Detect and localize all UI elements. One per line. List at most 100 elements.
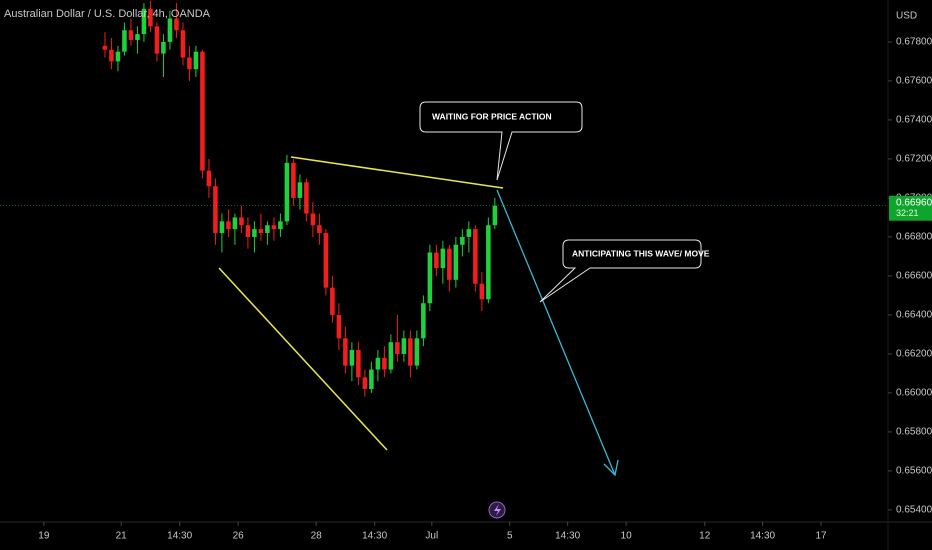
candle-body — [245, 225, 251, 237]
y-tick-label: 0.66200 — [896, 349, 932, 360]
countdown: 32:21 — [896, 208, 919, 218]
candle-body — [304, 182, 309, 214]
candle-body — [362, 377, 368, 390]
currency: USD — [896, 11, 917, 22]
candle-body — [401, 338, 407, 354]
candle-body — [226, 221, 231, 230]
candle-body — [148, 8, 153, 27]
candle-body — [486, 225, 491, 300]
lightning — [494, 504, 501, 516]
x-tick-label: 12 — [699, 531, 711, 542]
trendline — [290, 156, 504, 189]
candle-body — [258, 229, 264, 234]
candle-body — [239, 217, 244, 226]
candle-body — [349, 350, 355, 366]
candle-body — [343, 338, 348, 366]
candle-body — [369, 369, 374, 390]
candle-body — [141, 8, 147, 35]
candle-body — [200, 51, 205, 171]
candle-body — [154, 26, 160, 54]
candle-body — [174, 18, 179, 31]
candle-body — [440, 248, 446, 269]
candle-body — [278, 221, 283, 230]
candle-body — [375, 357, 381, 370]
x-tick-label: 14:30 — [167, 531, 192, 542]
y-tick-label: 0.65400 — [896, 505, 932, 516]
candle-body — [187, 57, 192, 70]
y-tick-label: 0.67200 — [896, 154, 932, 165]
trendline — [218, 267, 388, 451]
x-tick-label: 26 — [233, 531, 245, 542]
x-tick-label: 17 — [816, 531, 828, 542]
candle-body — [323, 233, 329, 288]
y-tick-label: 0.66400 — [896, 310, 932, 321]
candle-body — [466, 229, 472, 237]
y-tick-label: 0.67400 — [896, 115, 932, 126]
x-tick-label: 28 — [311, 531, 323, 542]
y-tick-label: 0.65800 — [896, 427, 932, 438]
candle-body — [265, 225, 270, 234]
candle-body — [167, 18, 173, 42]
x-tick-label: 14:30 — [362, 531, 387, 542]
candle-body — [128, 30, 134, 40]
candle-body — [206, 170, 212, 187]
candle-body — [388, 342, 394, 370]
candle-body — [219, 221, 225, 234]
candle-body — [336, 314, 342, 339]
candle-body — [460, 236, 465, 245]
candle-body — [122, 30, 127, 52]
candle-body — [213, 186, 218, 234]
candle-body — [232, 217, 238, 230]
candle-body — [479, 283, 485, 300]
candle-body — [180, 30, 186, 58]
last-price-box — [889, 195, 932, 221]
candle-body — [414, 338, 420, 366]
x-tick-label: Jul — [425, 531, 438, 542]
candle-body — [492, 205, 498, 226]
x-tick-label: 14:30 — [555, 531, 580, 542]
callout — [419, 101, 583, 181]
x-tick-label: 5 — [507, 531, 513, 542]
y-tick-label: 0.66000 — [896, 388, 932, 399]
candle-body — [447, 248, 452, 280]
candle-body — [252, 229, 257, 237]
y-tick-label: 0.66600 — [896, 271, 932, 282]
y-tick-label: 0.67800 — [896, 37, 932, 48]
candle-body — [473, 229, 478, 284]
candle-body — [135, 34, 140, 40]
candle-body — [102, 45, 108, 50]
candle-body — [427, 252, 433, 304]
y-tick-label: 0.65600 — [896, 466, 932, 477]
candle-body — [310, 213, 316, 226]
chart-title: Australian Dollar / U.S. Dollar, 4h, OAN… — [4, 8, 211, 20]
candle-body — [382, 357, 387, 370]
arrow-head — [603, 459, 619, 477]
candle-body — [408, 338, 413, 366]
x-tick-label: 19 — [38, 531, 50, 542]
candle-body — [330, 287, 335, 315]
y-tick-label: 0.67600 — [896, 76, 932, 87]
candle-body — [453, 244, 459, 280]
candle-body — [193, 51, 199, 70]
candle-body — [284, 162, 290, 222]
candle-body — [271, 225, 277, 230]
candle-body — [395, 342, 400, 354]
candle-body — [291, 162, 296, 198]
y-tick-label: 0.66800 — [896, 232, 932, 243]
candle-body — [297, 182, 303, 198]
candle-body — [356, 350, 361, 378]
x-tick-label: 14:30 — [750, 531, 775, 542]
annotation: ANTICIPATING THIS WAVE/ MOVE — [572, 248, 710, 258]
candle-body — [161, 41, 166, 54]
candle-body — [109, 49, 114, 62]
last-price-label: 0.66960 — [896, 197, 932, 208]
x-tick-label: 10 — [621, 531, 633, 542]
callout — [539, 239, 702, 303]
candle-body — [317, 225, 322, 234]
annotation: WAITING FOR PRICE ACTION — [432, 111, 552, 121]
candle-body — [434, 252, 439, 269]
forecast-arrow — [496, 189, 616, 476]
